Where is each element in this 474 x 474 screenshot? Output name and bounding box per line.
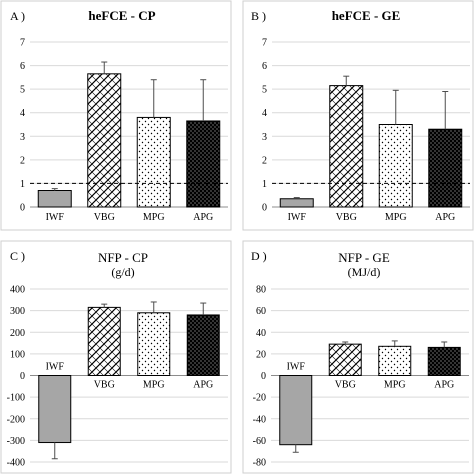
y-tick-label: 3 — [20, 132, 25, 143]
bar-vbg — [329, 85, 364, 208]
panel-c-title: NFP - CP — [98, 250, 148, 265]
category-label-vbg: VBG — [335, 380, 356, 391]
category-label-iwf: IWF — [288, 212, 307, 223]
bar-iwf — [37, 190, 72, 208]
bar-vbg — [87, 306, 121, 377]
y-tick-label: 60 — [256, 306, 266, 317]
y-tick-label: -20 — [253, 393, 266, 404]
panel-b: B ) heFCE - GE 0 1 2 3 4 5 6 7 IWF VBG MPG APG — [242, 0, 474, 231]
y-tick-label: 1 — [20, 179, 25, 190]
category-label-vbg: VBG — [94, 212, 115, 223]
category-label-mpg: MPG — [143, 212, 165, 223]
y-tick-label: 4 — [262, 108, 267, 119]
y-tick-label: 4 — [20, 108, 25, 119]
y-tick-label: 6 — [262, 61, 267, 72]
category-label-mpg: MPG — [385, 212, 407, 223]
category-label-apg: APG — [435, 212, 455, 223]
y-tick-label: 40 — [256, 328, 266, 339]
panel-a-title: heFCE - CP — [88, 8, 155, 23]
panel-d-title: NFP - GE — [338, 250, 390, 265]
category-label-apg: APG — [434, 380, 454, 391]
category-label-iwf: IWF — [46, 212, 65, 223]
panel-d: D ) NFP - GE (MJ/d) -80 -60 -40 -20 0 20 40 60 8… — [242, 240, 474, 474]
category-label-iwf: IWF — [46, 362, 65, 373]
bar-apg — [186, 314, 220, 377]
y-tick-label: 20 — [256, 349, 266, 360]
y-tick-label: -200 — [7, 414, 25, 425]
category-label-apg: APG — [193, 212, 213, 223]
category-label-apg: APG — [193, 380, 213, 391]
y-tick-label: 0 — [261, 371, 266, 382]
y-tick-label: -80 — [253, 458, 266, 469]
panel-d-y-ticks: -80 -60 -40 -20 0 20 40 60 80 — [253, 285, 469, 469]
bar-iwf — [38, 375, 72, 444]
bar-apg — [186, 120, 221, 208]
panel-b-category-labels: IWF VBG MPG APG — [288, 212, 456, 223]
y-tick-label: 0 — [20, 371, 25, 382]
bar-iwf — [279, 198, 314, 208]
panel-c-label: C ) — [10, 249, 25, 263]
panel-d-bars — [279, 340, 461, 453]
y-tick-label: 6 — [20, 61, 25, 72]
bar-apg — [428, 128, 463, 208]
y-tick-label: 200 — [10, 328, 25, 339]
bar-vbg — [87, 73, 122, 208]
panel-c-subtitle: (g/d) — [111, 265, 134, 279]
panel-c-bars — [38, 301, 220, 460]
panel-c-category-labels: IWF VBG MPG APG — [46, 362, 214, 391]
category-label-mpg: MPG — [384, 380, 406, 391]
category-label-iwf: IWF — [287, 362, 306, 373]
y-tick-label: 2 — [262, 155, 267, 166]
panel-d-label: D ) — [251, 249, 267, 263]
panel-d-subtitle: (MJ/d) — [348, 265, 381, 279]
panel-c: C ) NFP - CP (g/d) -400 -300 -200 -100 0 100 2… — [0, 240, 232, 474]
y-tick-label: 0 — [20, 203, 25, 214]
y-tick-label: 5 — [20, 85, 25, 96]
y-tick-label: 5 — [262, 85, 267, 96]
bar-vbg — [328, 343, 362, 376]
y-tick-label: 0 — [262, 203, 267, 214]
y-tick-label: -400 — [7, 458, 25, 469]
bar-mpg — [378, 124, 413, 208]
category-label-mpg: MPG — [143, 380, 165, 391]
category-label-vbg: VBG — [336, 212, 357, 223]
panel-d-category-labels: IWF VBG MPG APG — [287, 362, 455, 391]
panel-c-y-ticks: -400 -300 -200 -100 0 100 200 300 400 — [7, 285, 228, 469]
y-tick-label: 80 — [256, 285, 266, 296]
panel-a: A ) heFCE - CP 0 1 2 3 4 5 6 7 IWF VBG MPG APG — [0, 0, 232, 231]
y-tick-label: 300 — [10, 306, 25, 317]
bar-apg — [427, 346, 461, 377]
y-tick-label: 400 — [10, 285, 25, 296]
y-tick-label: 7 — [20, 38, 25, 49]
bar-mpg — [137, 312, 171, 377]
y-tick-label: -40 — [253, 414, 266, 425]
bar-iwf — [279, 375, 313, 446]
y-tick-label: -100 — [7, 393, 25, 404]
y-tick-label: -60 — [253, 436, 266, 447]
panel-b-label: B ) — [251, 9, 266, 23]
bar-mpg — [136, 116, 171, 208]
panel-a-label: A ) — [10, 9, 25, 23]
y-tick-label: 7 — [262, 38, 267, 49]
category-label-vbg: VBG — [94, 380, 115, 391]
y-tick-label: -300 — [7, 436, 25, 447]
panel-b-title: heFCE - GE — [332, 8, 401, 23]
panel-b-bars — [272, 75, 470, 208]
y-tick-label: 100 — [10, 349, 25, 360]
y-tick-label: 2 — [20, 155, 25, 166]
panel-a-category-labels: IWF VBG MPG APG — [46, 212, 214, 223]
bar-mpg — [378, 345, 412, 376]
y-tick-label: 1 — [262, 179, 267, 190]
y-tick-label: 3 — [262, 132, 267, 143]
panel-a-bars — [30, 61, 228, 208]
